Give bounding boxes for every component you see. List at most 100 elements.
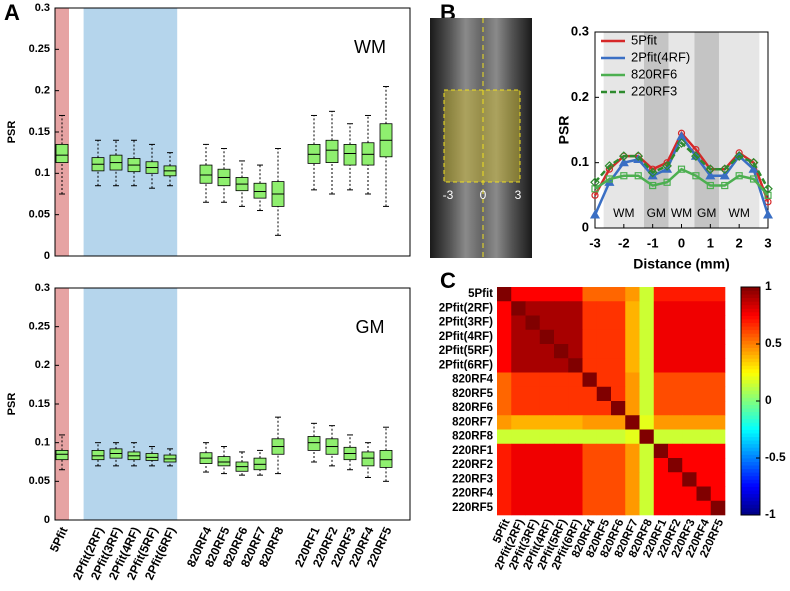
region-band [718,32,760,228]
marker [662,161,672,171]
heatmap-cell [611,329,626,345]
heatmap-cell [497,472,512,487]
heatmap-cell [582,500,598,516]
heatmap-cell [497,344,512,359]
colorbar-step [741,450,760,455]
colorbar-step [741,511,760,516]
heatmap-cell [611,301,626,316]
heatmap-cell [497,386,512,402]
heatmap-cell [668,415,683,430]
colorbar-step [741,347,760,352]
colorbar-step [741,507,760,512]
heatmap-cell [554,486,569,502]
heatmap-cell [596,429,612,445]
heatmap-cell [710,401,726,416]
heatmap-cell [539,458,555,473]
series-line [594,141,770,190]
marker [748,157,759,168]
colorbar-step [741,482,760,487]
row-label: 220RF1 [452,445,494,457]
heatmap-cell [625,344,640,359]
heatmap-cell [539,315,555,331]
heatmap-cell [625,472,640,487]
heatmap-cell [596,472,612,487]
y-tick-label: 0.25 [29,321,50,333]
heatmap-cell [653,500,669,516]
legend-label: 5Pfit [631,32,657,47]
colorbar-step [741,308,760,313]
y-axis-label: PSR [556,116,572,145]
heatmap-cell [554,329,569,345]
heatmap-cell [568,386,583,402]
box [307,436,321,451]
box [55,143,69,163]
heatmap-cell [639,472,655,487]
heatmap-cell [682,358,697,373]
heatmap-cell [710,429,726,445]
heatmap-cell [653,401,669,416]
heatmap-cell [639,429,655,445]
heatmap-cell [668,301,683,316]
heatmap-cell [710,443,726,459]
colorbar-step [741,443,760,448]
heatmap-cell [525,443,541,459]
heatmap-cell [539,386,555,402]
marker [676,138,687,148]
heatmap-cell [682,443,697,459]
heatmap-cell [682,486,697,502]
marker [604,161,615,171]
row-label: 820RF6 [452,402,493,414]
heatmap-cell [539,287,555,302]
heatmap-cell [710,287,726,302]
colorbar-step [741,344,760,348]
heatmap-cell [696,443,712,459]
heatmap-cell [639,443,655,459]
marker [633,151,644,161]
heatmap-cell [497,458,512,473]
heatmap-cell [554,386,569,402]
heatmap-cell [554,372,569,388]
heatmap-cell [625,415,640,430]
heatmap-cell [582,315,598,331]
highlight-band [83,288,178,520]
colorbar-step [741,376,760,381]
heatmap-cell [497,287,512,302]
region-label: GM [697,206,716,220]
heatmap-cell [539,344,555,359]
heatmap-cell [625,301,640,316]
heatmap-cell [511,401,526,416]
heatmap-cell [668,329,683,345]
heatmap-cell [511,500,526,516]
heatmap-cell [525,287,541,302]
colorbar-step [741,411,760,416]
heatmap-cell [497,443,512,459]
marker [734,151,745,161]
heatmap-cell [568,443,583,459]
heatmap-cell [554,500,569,516]
heatmap-cell [596,386,612,402]
heatmap-cell [653,443,669,459]
colorbar-step [741,297,760,302]
y-tick-label: 0.2 [35,85,50,97]
heatmap-cell [525,329,541,345]
y-tick-label: 0.05 [29,475,50,487]
heatmap-cell [668,486,683,502]
colorbar-step [741,490,760,495]
x-tick-label: 0 [678,235,685,250]
colorbar-step [741,454,760,459]
row-label: 2Pfit(2RF) [439,302,493,314]
marker [589,209,601,219]
marker [706,181,714,190]
heatmap-cell [582,443,598,459]
heatmap-cell [525,301,541,316]
colorbar-step [741,436,760,441]
heatmap-cell [554,429,569,445]
heatmap-cell [668,401,683,416]
heatmap-cell [710,315,726,331]
box [325,139,339,163]
x-tick-label: 3 [764,235,771,250]
row-label: 820RF4 [452,374,494,386]
legend-label: 220RF3 [631,83,677,98]
heatmap-cell [511,429,526,445]
colorbar-step [741,290,760,295]
